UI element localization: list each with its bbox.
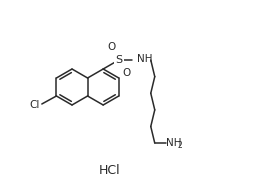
- Text: HCl: HCl: [99, 164, 121, 176]
- Text: 2: 2: [177, 141, 182, 150]
- Text: NH: NH: [167, 138, 182, 148]
- Text: O: O: [122, 68, 130, 78]
- Text: S: S: [115, 55, 122, 65]
- Text: O: O: [107, 42, 116, 52]
- Text: Cl: Cl: [30, 100, 40, 110]
- Text: NH: NH: [137, 54, 152, 64]
